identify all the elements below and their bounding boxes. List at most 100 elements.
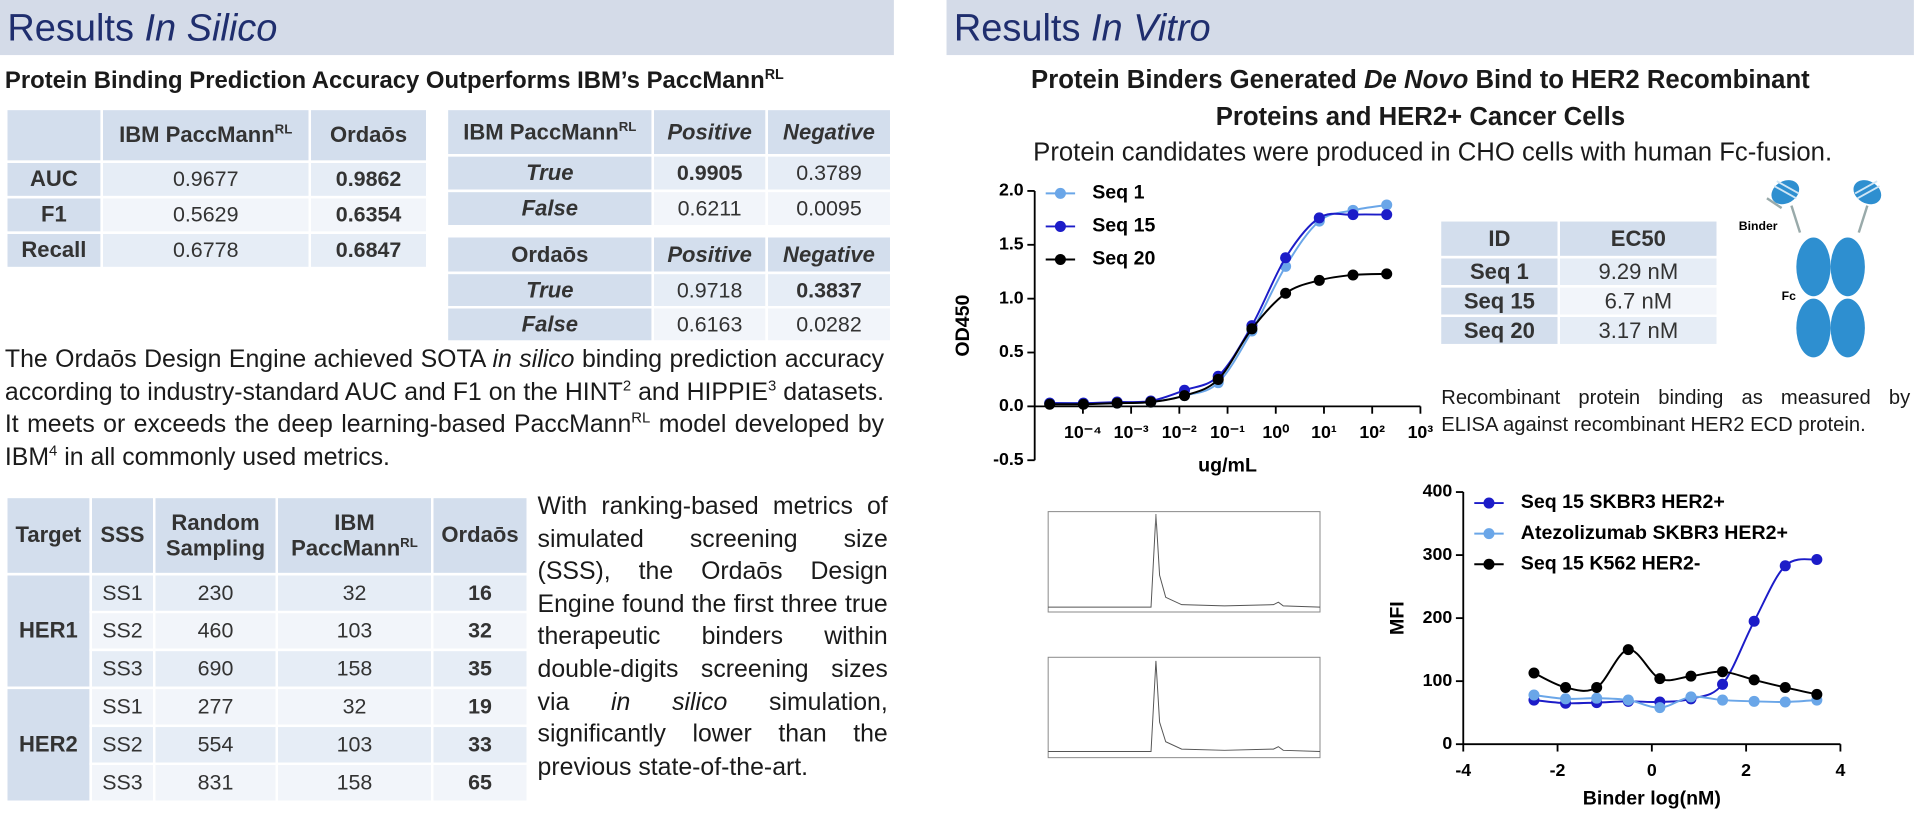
series-line bbox=[1533, 694, 1817, 709]
screening-table: Target SSS Random Sampling IBM PaccMannRL Or… bbox=[4, 495, 529, 803]
table-cell: 32 bbox=[275, 686, 434, 728]
table-row: SS3 831 158 65 bbox=[6, 762, 529, 803]
table-cell: 158 bbox=[275, 648, 434, 690]
table-cell: 32 bbox=[431, 610, 529, 652]
data-point bbox=[1717, 678, 1729, 690]
paragraph: The Ordaōs Design Engine achieved SOTA i… bbox=[5, 344, 884, 474]
table-cell: 35 bbox=[431, 648, 529, 690]
text: in all commonly used metrics. bbox=[57, 444, 390, 471]
data-point bbox=[1044, 398, 1056, 410]
data-point bbox=[1748, 695, 1760, 707]
note: Protein candidates were produced in CHO … bbox=[1033, 138, 1833, 167]
header-cell: Ordaōs bbox=[308, 107, 429, 163]
text: Protein Binding Prediction Accuracy Outp… bbox=[4, 67, 765, 95]
legend-marker bbox=[1054, 220, 1066, 232]
data-point bbox=[1560, 681, 1572, 693]
header-row: IBM PaccMannRL Positive Negative bbox=[445, 107, 893, 157]
table-cell: 0.0095 bbox=[765, 189, 893, 228]
table-cell: 9.29 nM bbox=[1557, 255, 1720, 288]
legend-label: Seq 1 bbox=[1092, 182, 1144, 204]
table-row: True 0.9905 0.3789 bbox=[445, 154, 893, 193]
table-row: Seq 15 6.7 nM bbox=[1438, 285, 1720, 318]
row-label: True bbox=[445, 271, 654, 309]
subtitle: Protein Binding Prediction Accuracy Outp… bbox=[5, 67, 784, 95]
data-point bbox=[1591, 681, 1603, 693]
data-point bbox=[1381, 209, 1393, 221]
ec50-table: ID EC50 Seq 1 9.29 nM Seq 15 6.7 nM Seq 20 3.17… bbox=[1438, 219, 1720, 347]
table-cell: 0.5629 bbox=[100, 195, 312, 234]
table-row: SS3 690 158 35 bbox=[6, 648, 529, 690]
chromatogram bbox=[1047, 511, 1321, 759]
x-tick-label: 10⁻³ bbox=[1114, 422, 1149, 442]
italic-text: in silico bbox=[492, 346, 575, 374]
table-cell: 103 bbox=[275, 724, 434, 766]
table-cell: 65 bbox=[431, 762, 529, 803]
confusion-table: IBM PaccMannRL Positive Negative True 0.9905… bbox=[445, 107, 893, 228]
header-row: Target SSS Random Sampling IBM PaccMannRL Or… bbox=[4, 495, 529, 576]
header-cell: IBM PaccMannRL bbox=[100, 107, 312, 163]
data-point bbox=[1280, 252, 1292, 264]
table-cell: 0.0282 bbox=[765, 305, 893, 343]
header-cell: IBM PaccMannRL bbox=[275, 495, 434, 576]
data-point bbox=[1313, 212, 1325, 224]
row-label: F1 bbox=[4, 195, 103, 234]
legend-marker bbox=[1483, 558, 1495, 570]
row-label: AUC bbox=[4, 160, 103, 199]
sup-text: RL bbox=[764, 66, 784, 83]
row-group-label: HER2 bbox=[4, 686, 92, 803]
y-tick-label: 400 bbox=[1423, 481, 1453, 501]
confusion-table: Ordaōs Positive Negative True 0.9718 0.3837 Fa… bbox=[445, 235, 893, 343]
header-cell: Negative bbox=[765, 107, 893, 157]
x-tick-label: -2 bbox=[1550, 760, 1566, 780]
data-point bbox=[1178, 390, 1191, 402]
x-tick-label: 0 bbox=[1647, 760, 1657, 780]
table-row: SS2 460 103 32 bbox=[6, 610, 529, 652]
series-line bbox=[1533, 558, 1818, 705]
y-tick-label: 1.0 bbox=[999, 287, 1024, 307]
data-point bbox=[1779, 681, 1791, 693]
x-tick-label: -4 bbox=[1455, 760, 1471, 780]
legend-marker bbox=[1054, 187, 1066, 199]
row-label: Seq 15 bbox=[1438, 285, 1561, 318]
diagram-label: Fc bbox=[1782, 289, 1796, 303]
data-point bbox=[1717, 694, 1729, 706]
sup-text: RL bbox=[618, 119, 637, 135]
data-point bbox=[1685, 691, 1697, 703]
x-tick-label: 10⁻² bbox=[1162, 422, 1197, 442]
header-cell: IBM PaccMannRL bbox=[445, 107, 654, 157]
header-cell: Random Sampling bbox=[153, 495, 278, 576]
row-label: Seq 20 bbox=[1438, 314, 1561, 347]
section-header: Results In Silico bbox=[0, 0, 894, 56]
table-cell: 0.9718 bbox=[651, 271, 768, 309]
table-cell: 103 bbox=[275, 610, 434, 652]
row-label: Recall bbox=[4, 231, 103, 270]
data-point bbox=[1779, 696, 1791, 708]
table-cell: SS1 bbox=[89, 686, 156, 728]
table-cell: 0.6778 bbox=[100, 231, 312, 270]
italic-text: De Novo bbox=[1363, 66, 1469, 95]
text: The Ordaōs Design Engine achieved SOTA bbox=[4, 346, 493, 374]
table-cell: 0.6847 bbox=[308, 231, 429, 270]
table-cell: SS3 bbox=[89, 648, 156, 690]
header-row: Ordaōs Positive Negative bbox=[445, 235, 893, 275]
table-cell: 0.9905 bbox=[651, 154, 768, 193]
table-row: AUC 0.9677 0.9862 bbox=[4, 160, 429, 199]
data-point bbox=[1528, 689, 1540, 701]
data-point bbox=[1717, 666, 1729, 678]
text: IBM PaccMann bbox=[119, 122, 275, 147]
table-row: HER2 SS1 277 32 19 bbox=[4, 686, 529, 803]
header-cell: Ordaōs bbox=[445, 235, 654, 275]
table-cell: 16 bbox=[431, 572, 529, 614]
text: Results bbox=[953, 6, 1092, 49]
sup-text: RL bbox=[274, 122, 293, 138]
sup-text: RL bbox=[631, 409, 651, 427]
subtitle: Protein Binders Generated De Novo Bind t… bbox=[980, 62, 1862, 135]
data-point bbox=[1685, 670, 1697, 682]
x-tick-label: 10⁻¹ bbox=[1210, 422, 1245, 442]
table-row: Seq 1 9.29 nM bbox=[1438, 255, 1720, 288]
table-cell: 6.7 nM bbox=[1557, 285, 1720, 318]
table-cell: 0.3837 bbox=[765, 271, 893, 309]
y-tick-label: 0.5 bbox=[999, 341, 1024, 361]
data-point bbox=[1654, 673, 1666, 685]
text: IBM PaccMann bbox=[291, 509, 401, 560]
